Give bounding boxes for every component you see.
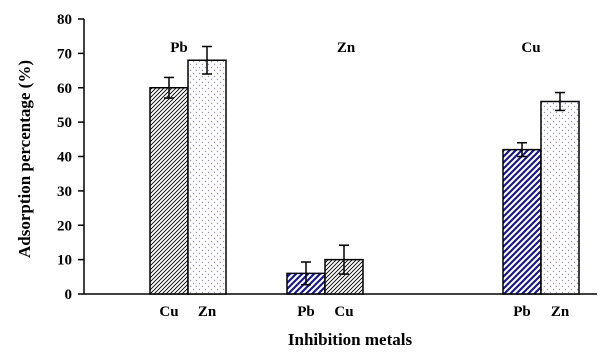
y-axis: 0 10 20 30 40 50 60 70 80 — [57, 12, 85, 303]
category-label: Pb — [513, 304, 531, 320]
group-title: Cu — [521, 40, 540, 56]
y-tick-label: 30 — [57, 184, 72, 200]
y-tick-label: 80 — [57, 12, 72, 28]
x-axis-title: Inhibition metals — [288, 330, 413, 349]
group-title: Zn — [337, 40, 356, 56]
y-tick-label: 0 — [65, 287, 73, 303]
bar — [149, 87, 189, 295]
y-tick-label: 70 — [57, 46, 72, 62]
y-tick-label: 20 — [57, 218, 72, 234]
bar — [540, 100, 580, 295]
y-tick-label: 10 — [57, 253, 72, 269]
category-label: Zn — [198, 304, 217, 320]
y-tick-label: 60 — [57, 81, 72, 97]
y-tick-label: 40 — [57, 150, 72, 166]
group-title: Pb — [170, 40, 188, 56]
bar — [502, 148, 542, 295]
bar-group: Pb Cu Zn — [149, 40, 227, 320]
category-label: Cu — [334, 304, 353, 320]
bar — [187, 59, 227, 295]
y-tick-label: 50 — [57, 115, 72, 131]
y-axis-title: Adsorption percentage (%) — [15, 60, 34, 258]
bars-layer: Pb Cu Zn Zn Pb Cu Cu Pb Zn — [149, 40, 580, 320]
category-label: Pb — [297, 304, 315, 320]
bar-group: Cu Pb Zn — [502, 40, 580, 320]
bar-group: Zn Pb Cu — [286, 40, 364, 320]
category-label: Zn — [551, 304, 570, 320]
category-label: Cu — [159, 304, 178, 320]
